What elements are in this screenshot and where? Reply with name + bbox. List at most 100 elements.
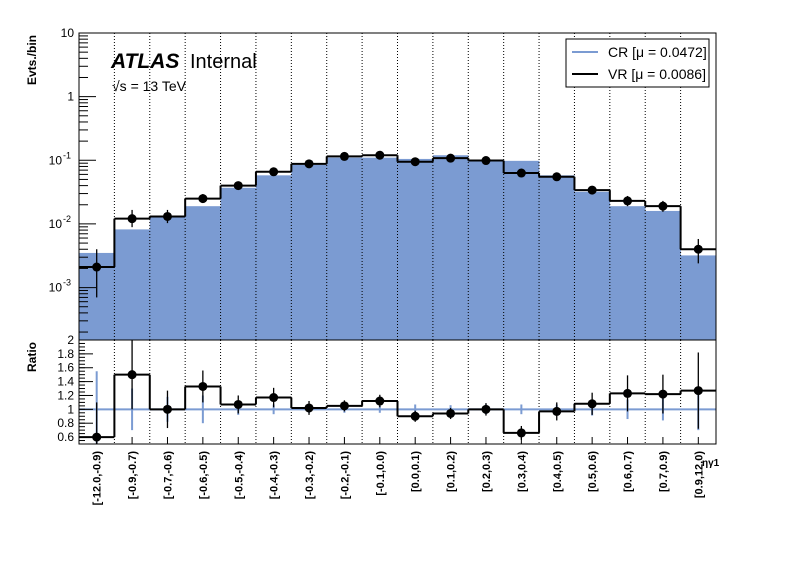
ratio-point	[516, 428, 526, 438]
cr-bar	[468, 160, 504, 340]
cr-bar	[645, 210, 681, 340]
cr-bar	[503, 160, 540, 340]
y-tick-label: 10	[49, 281, 63, 295]
ratio-point	[198, 381, 208, 391]
ratio-point	[552, 406, 562, 416]
x-tick-label: [-0.1,0.0)	[375, 451, 387, 496]
x-tick-label: [0.7,0.9)	[658, 451, 670, 492]
ratio-point	[304, 403, 314, 413]
ratio-y-tick-label: 1.6	[57, 361, 74, 375]
vr-point	[446, 153, 456, 163]
cr-bar	[114, 229, 151, 340]
vr-point	[304, 159, 314, 169]
ratio-y-tick-label: 1	[67, 402, 74, 416]
legend-cr-label: CR [μ = 0.0472]	[608, 44, 707, 60]
cr-bar	[680, 255, 717, 340]
cr-bar	[432, 155, 469, 340]
ratio-point	[658, 389, 668, 399]
x-tick-label: [0.3,0.4)	[516, 451, 528, 492]
cr-bar	[609, 206, 646, 340]
ratio-point	[481, 404, 491, 414]
x-tick-label: [-0.2,-0.1)	[339, 451, 351, 500]
vr-point	[339, 151, 349, 161]
y-tick-exponent: -2	[63, 214, 71, 224]
cr-bar	[362, 157, 398, 340]
y-tick-label: 1	[67, 90, 74, 104]
ratio-y-tick-label: 0.6	[57, 430, 74, 444]
vr-point	[269, 167, 279, 177]
x-tick-label: [0.4,0.5)	[552, 451, 564, 492]
cr-bar	[255, 175, 292, 340]
ratio-point	[375, 396, 385, 406]
cr-bar	[185, 206, 221, 340]
energy-label: √s = 13 TeV	[112, 78, 187, 94]
ratio-y-axis-label: Ratio	[25, 342, 39, 372]
cr-bar	[539, 175, 575, 340]
ratio-point	[269, 393, 279, 403]
ratio-y-tick-label: 0.8	[57, 416, 74, 430]
y-tick-label: 10	[49, 153, 63, 167]
vr-point	[198, 194, 208, 204]
ratio-series	[79, 340, 716, 444]
vr-point	[162, 211, 172, 221]
vr-point	[92, 262, 102, 272]
x-tick-label: [0.6,0.7)	[623, 451, 635, 492]
ratio-point	[693, 386, 703, 396]
y-tick-label: 10	[49, 217, 63, 231]
vr-point	[587, 185, 597, 195]
vr-point	[233, 181, 243, 191]
vr-point	[552, 172, 562, 182]
x-tick-label: [0.1,0.2)	[446, 451, 458, 492]
x-tick-label: [-0.3,-0.2)	[304, 451, 316, 500]
atlas-suffix-label: Internal	[190, 51, 257, 73]
ratio-y-tick-label: 1.4	[57, 375, 74, 389]
legend-box	[565, 38, 710, 88]
legend: CR [μ = 0.0472] VR [μ = 0.0086]	[565, 38, 710, 88]
y-tick-exponent: -1	[63, 150, 71, 160]
vr-point	[693, 244, 703, 254]
ratio-point	[339, 401, 349, 411]
cr-bar	[326, 157, 363, 340]
ratio-point	[446, 408, 456, 418]
ratio-y-tick-label: 2	[67, 333, 74, 347]
ratio-point	[623, 388, 633, 398]
ratio-point	[410, 411, 420, 421]
x-axis: [-12.0,-0.9) [-0.9,-0.7) [-0.7,-0.6) [-0.6,…	[92, 437, 705, 506]
ratio-point	[587, 399, 597, 409]
cr-bar	[397, 158, 434, 340]
vr-point	[516, 168, 526, 178]
x-tick-label: [-0.4,-0.3)	[269, 451, 281, 500]
cr-bar	[149, 216, 186, 340]
x-tick-label: [0.2,0.3)	[481, 451, 493, 492]
ratio-point	[162, 404, 172, 414]
ratio-y-tick-label: 1.8	[57, 347, 74, 361]
ratio-y-axis: 0.60.811.21.41.61.82	[57, 333, 93, 445]
ratio-grid-lines	[113, 340, 682, 444]
y-tick-exponent: -3	[63, 278, 71, 288]
vr-point	[410, 157, 420, 167]
cr-bar	[291, 164, 328, 340]
main-y-axis-label: Evts./bin	[25, 35, 39, 85]
vr-point	[658, 201, 668, 211]
vr-histogram	[79, 150, 716, 298]
vr-point	[127, 214, 137, 224]
vr-point	[623, 196, 633, 206]
ratio-point	[233, 399, 243, 409]
x-tick-label: [0.5,0.6)	[587, 451, 599, 492]
x-tick-label: [0.9,12.0)	[693, 451, 705, 498]
x-tick-label: [-0.5,-0.4)	[233, 451, 245, 500]
vr-point	[481, 156, 491, 166]
ratio-point	[127, 370, 137, 380]
ratio-y-tick-label: 1.2	[57, 388, 74, 402]
x-tick-label: [-0.9,-0.7)	[127, 451, 139, 500]
x-tick-label: [-0.7,-0.6)	[162, 451, 174, 500]
vr-point	[375, 150, 385, 160]
cr-bar	[220, 187, 257, 340]
atlas-label: ATLAS	[110, 50, 179, 73]
y-tick-label: 10	[61, 26, 75, 40]
x-tick-label: [0.0,0.1)	[410, 451, 422, 492]
cr-bar	[574, 191, 611, 340]
x-tick-label: [-12.0,-0.9)	[92, 451, 104, 506]
